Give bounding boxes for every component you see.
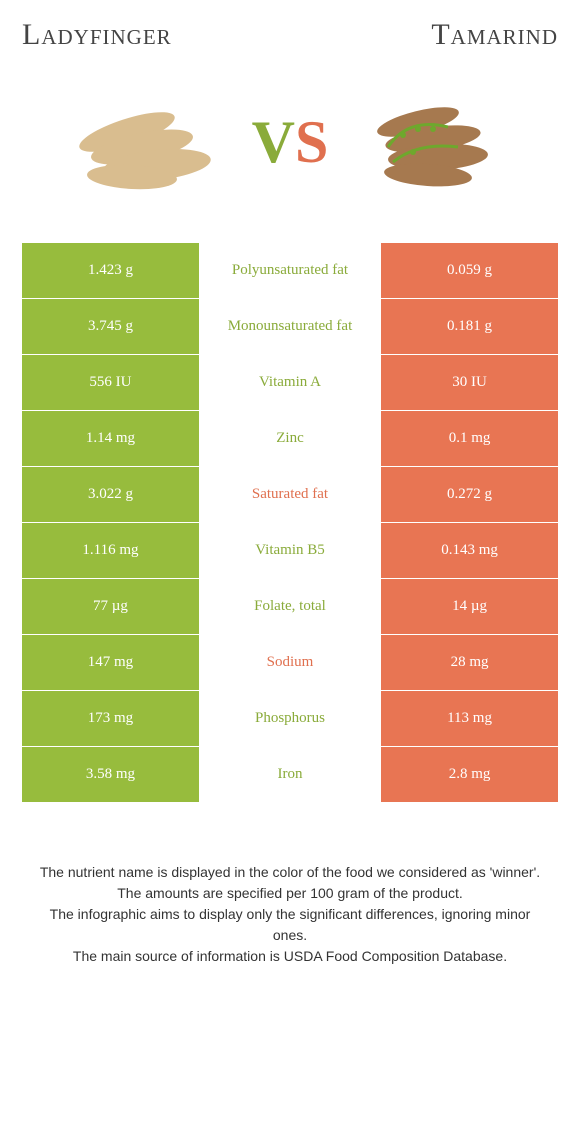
footer-line-3: The infographic aims to display only the… xyxy=(32,904,548,946)
footer-line-2: The amounts are specified per 100 gram o… xyxy=(32,883,548,904)
tamarind-image xyxy=(358,82,508,202)
ladyfinger-image xyxy=(72,82,222,202)
nutrient-label: Vitamin B5 xyxy=(199,523,381,578)
table-row: 3.58 mgIron2.8 mg xyxy=(22,746,558,802)
value-left: 173 mg xyxy=(22,691,199,746)
table-row: 1.423 gPolyunsaturated fat0.059 g xyxy=(22,242,558,298)
value-left: 147 mg xyxy=(22,635,199,690)
value-left: 1.14 mg xyxy=(22,411,199,466)
header-titles: Ladyfinger Tamarind xyxy=(22,18,558,52)
value-left: 77 µg xyxy=(22,579,199,634)
table-row: 556 IUVitamin A30 IU xyxy=(22,354,558,410)
nutrient-table: 1.423 gPolyunsaturated fat0.059 g3.745 g… xyxy=(22,242,558,802)
value-left: 3.745 g xyxy=(22,299,199,354)
food-right-title: Tamarind xyxy=(431,18,558,52)
nutrient-label: Phosphorus xyxy=(199,691,381,746)
nutrient-label: Saturated fat xyxy=(199,467,381,522)
value-right: 0.1 mg xyxy=(381,411,558,466)
nutrient-label: Zinc xyxy=(199,411,381,466)
table-row: 173 mgPhosphorus113 mg xyxy=(22,690,558,746)
table-row: 147 mgSodium28 mg xyxy=(22,634,558,690)
table-row: 1.14 mgZinc0.1 mg xyxy=(22,410,558,466)
nutrient-label: Monounsaturated fat xyxy=(199,299,381,354)
footer-line-1: The nutrient name is displayed in the co… xyxy=(32,862,548,883)
nutrient-label: Folate, total xyxy=(199,579,381,634)
table-row: 77 µgFolate, total14 µg xyxy=(22,578,558,634)
value-left: 556 IU xyxy=(22,355,199,410)
nutrient-label: Vitamin A xyxy=(199,355,381,410)
vs-v-letter: V xyxy=(252,109,295,175)
footer-notes: The nutrient name is displayed in the co… xyxy=(22,862,558,967)
value-right: 28 mg xyxy=(381,635,558,690)
value-left: 3.58 mg xyxy=(22,747,199,802)
value-right: 30 IU xyxy=(381,355,558,410)
nutrient-label: Polyunsaturated fat xyxy=(199,243,381,298)
value-right: 0.059 g xyxy=(381,243,558,298)
value-right: 113 mg xyxy=(381,691,558,746)
vs-row: VS xyxy=(22,82,558,202)
value-left: 1.116 mg xyxy=(22,523,199,578)
table-row: 3.022 gSaturated fat0.272 g xyxy=(22,466,558,522)
vs-s-letter: S xyxy=(295,109,328,175)
food-left-title: Ladyfinger xyxy=(22,18,172,52)
table-row: 1.116 mgVitamin B50.143 mg xyxy=(22,522,558,578)
table-row: 3.745 gMonounsaturated fat0.181 g xyxy=(22,298,558,354)
value-right: 2.8 mg xyxy=(381,747,558,802)
nutrient-label: Iron xyxy=(199,747,381,802)
value-right: 0.272 g xyxy=(381,467,558,522)
value-left: 3.022 g xyxy=(22,467,199,522)
value-right: 0.143 mg xyxy=(381,523,558,578)
value-right: 0.181 g xyxy=(381,299,558,354)
vs-label: VS xyxy=(252,108,329,177)
value-right: 14 µg xyxy=(381,579,558,634)
value-left: 1.423 g xyxy=(22,243,199,298)
nutrient-label: Sodium xyxy=(199,635,381,690)
footer-line-4: The main source of information is USDA F… xyxy=(32,946,548,967)
